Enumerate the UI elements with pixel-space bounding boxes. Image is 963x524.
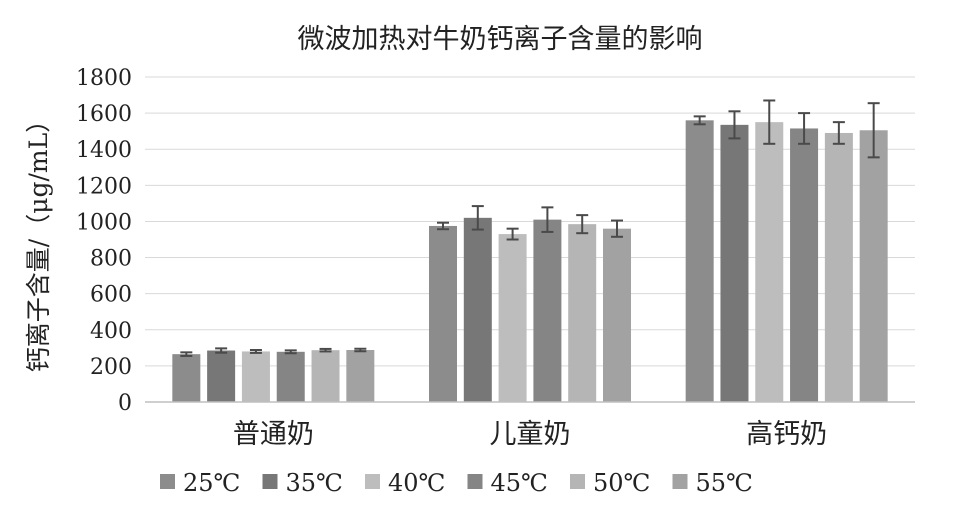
bar [241,351,270,402]
category-label: 普通奶 [233,419,314,450]
legend-swatch [672,474,688,489]
legend-swatch [262,474,278,489]
legend-swatch [570,474,585,489]
bar [207,350,236,402]
legend-label: 35℃ [286,469,343,497]
gridlines [145,76,915,367]
y-tick-label: 0 [118,391,132,416]
legend-swatch [160,474,175,489]
bar [859,130,888,402]
bar [463,217,492,402]
y-tick-label: 1200 [76,174,132,199]
legend-swatch [365,474,380,489]
legend-label: 45℃ [491,469,548,497]
bar [276,351,305,402]
y-tick-label: 1400 [76,138,132,163]
y-axis-label: 钙离子含量/（μg/mL） [24,108,53,372]
legend-swatch [467,474,483,489]
bar [720,124,749,402]
legend: 25℃ 35℃ 40℃ 45℃ 50℃ 55℃ [160,469,753,497]
bar [429,225,457,402]
y-tick-label: 400 [90,319,132,344]
bar [568,224,597,402]
y-tick-label: 800 [90,247,132,272]
y-axis-ticks: 0 200 400 600 800 1000 1200 1400 1600 1800 [76,66,132,416]
bar [533,219,562,402]
category-label: 高钙奶 [746,419,827,450]
legend-label: 55℃ [696,469,753,497]
bar [311,350,340,402]
bar [603,228,631,402]
bar [790,128,819,403]
error-bars [180,99,880,357]
bar [824,132,853,402]
bar [685,120,714,402]
y-tick-label: 200 [90,355,132,380]
bar [498,234,527,402]
chart-title: 微波加热对牛奶钙离子含量的影响 [298,24,703,55]
bar [755,122,784,402]
y-tick-label: 1000 [76,210,132,235]
bar [172,354,201,402]
legend-label: 50℃ [593,469,650,497]
category-label: 儿童奶 [490,419,571,450]
category-labels: 普通奶 儿童奶 高钙奶 [233,419,827,450]
legend-label: 25℃ [183,469,240,497]
bars [172,120,888,403]
y-tick-label: 600 [90,283,132,308]
bar [346,350,375,402]
y-tick-label: 1600 [76,102,132,127]
legend-label: 40℃ [388,469,445,497]
y-tick-label: 1800 [76,66,132,91]
